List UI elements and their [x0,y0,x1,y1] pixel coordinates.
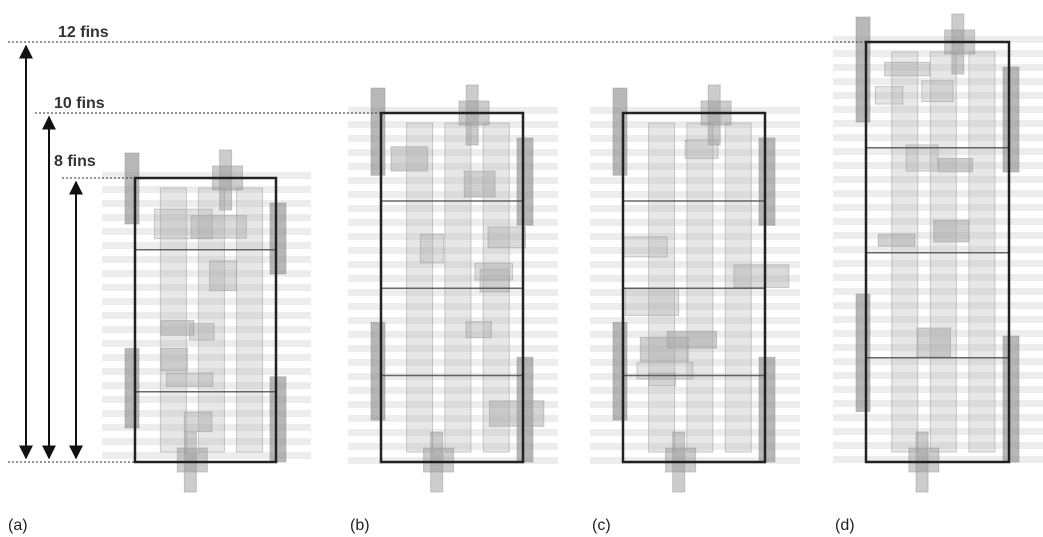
height-label: 12 fins [58,24,109,41]
layout-shape [489,401,543,426]
layout-shape [371,88,385,175]
layout-shape [906,145,938,171]
layout-shape [708,85,720,145]
layout-shape [1003,336,1019,462]
layout-shape [517,138,533,225]
layout-shape [922,81,953,102]
layout-shape [623,288,765,290]
layout-shape [270,377,286,462]
layout-shape [866,252,1009,254]
panel-label: (b) [350,517,370,534]
layout-patterns [102,14,1043,492]
layout-shape [125,153,139,224]
layout-shape [381,375,523,377]
layout-shape [161,349,187,371]
layout-shape [952,14,964,74]
layout-shape [623,375,765,377]
layout-shape [685,140,718,158]
layout-shape [934,220,969,242]
figure: 12 fins 10 fins 8 fins (a) (b) (c) (d) [0,0,1043,537]
layout-shape [371,322,385,420]
layout-shape [475,263,513,280]
layout-shape [885,62,930,76]
layout-shape [466,85,478,145]
layout-shape [161,321,194,336]
layout-shape [759,357,775,462]
layout-shape [488,227,526,248]
layout-shape [220,150,232,210]
layout-shape [184,412,212,432]
layout-shape [464,171,495,197]
layout-shape [381,288,523,290]
layout-shape [1003,67,1019,172]
panel-label: (a) [8,517,28,534]
layout-shape [391,147,427,171]
layout-shape [270,203,286,274]
layout-shape [856,294,870,412]
layout-shape [613,88,627,175]
layout-shape [875,87,902,104]
layout-shape [640,337,688,361]
layout-shape [381,200,523,202]
layout-shape [167,373,213,386]
layout-shape [420,234,443,263]
layout-shape [878,234,915,246]
layout-shape [623,200,765,202]
layout-shape [466,322,491,338]
layout-shape [125,348,139,428]
layout-shape [625,288,678,315]
layout-shape [759,138,775,225]
height-label: 8 fins [54,153,96,170]
height-label: 10 fins [54,95,105,112]
panel-label: (d) [835,517,855,534]
layout-shape [135,391,276,393]
layout-shape [866,357,1009,359]
layout-shape [734,265,789,288]
layout-shape [624,237,667,257]
layout-shape [155,209,213,238]
panel-label: (c) [592,517,611,534]
layout-shape [938,158,972,171]
layout-shape [856,17,870,122]
layout-shape [135,249,276,251]
layout-shape [866,147,1009,149]
layout-shape [917,328,951,357]
layout-shape [613,322,627,420]
layout-shape [210,261,237,291]
